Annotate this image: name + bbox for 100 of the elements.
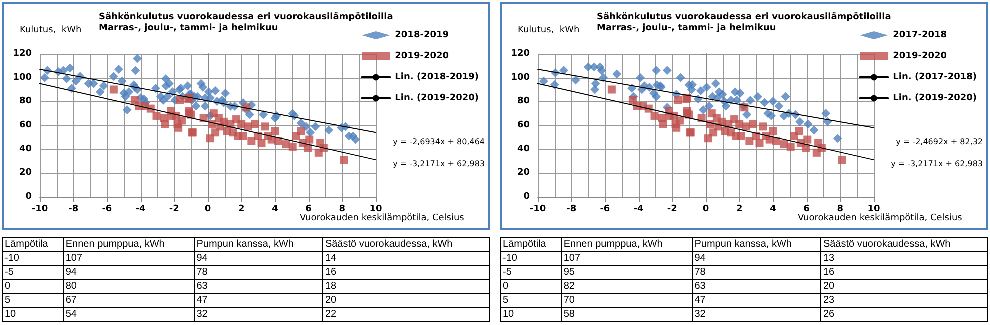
- x-tick-label: 2: [238, 204, 245, 214]
- x-tick-label: 8: [339, 204, 346, 214]
- y-tick-label: 60: [19, 120, 32, 130]
- y-tick-label: 0: [500, 280, 562, 294]
- data-label: 54: [63, 308, 194, 322]
- y-axis-title: Lämpötila: [2, 238, 64, 252]
- x-tick-label: 2: [736, 204, 743, 214]
- x-axis-title: Vuorokauden keskilämpötila, Celsius: [798, 214, 963, 224]
- data-label: 107: [561, 252, 692, 266]
- x-tick-label: 6: [306, 204, 312, 214]
- x-tick-label: -10: [530, 204, 546, 214]
- text: y = -2,6934x + 80,464: [393, 138, 486, 146]
- y-tick-label: 40: [19, 144, 32, 154]
- y-tick-label: 20: [19, 168, 32, 178]
- x-tick-label: 10: [370, 204, 382, 214]
- x-tick-label: -6: [102, 204, 112, 214]
- data-label: 95: [561, 266, 692, 280]
- data-label: 58: [561, 308, 692, 322]
- x-tick-label: -4: [136, 204, 146, 214]
- x-tick-label: -4: [634, 204, 644, 214]
- legend-label: Lin. (2018-2019): [395, 72, 480, 82]
- x-tick-label: Ennen pumppua, kWh: [63, 238, 194, 252]
- chart-title: Sähkönkulutus vuorokaudessa eri vuorokausilämpötiloilla: [597, 12, 892, 22]
- y-tick-label: 5: [500, 294, 562, 308]
- data-label: 14: [322, 252, 490, 266]
- x-tick-label: 10: [868, 204, 880, 214]
- data-label: 47: [692, 294, 821, 308]
- data-label: 13: [820, 252, 988, 266]
- x-tick-label: 4: [272, 204, 278, 214]
- y-tick-label: 100: [511, 72, 530, 83]
- y-tick-label: 120: [13, 49, 32, 59]
- x-tick-label: Pumpun kanssa, kWh: [692, 238, 821, 252]
- data-label: 70: [561, 294, 692, 308]
- y-tick-label: -10: [500, 252, 562, 266]
- data-label: 47: [194, 294, 323, 308]
- data-label: 78: [692, 266, 821, 280]
- x-tick-label: 0: [702, 204, 710, 214]
- chart-subtitle: Marras-, joulu-, tammi- ja helmikuu: [597, 24, 776, 34]
- data-label: 22: [322, 308, 490, 322]
- text: y = -3,2171x + 62,983: [393, 160, 486, 168]
- x-tick-label: -8: [68, 204, 79, 214]
- text: y = -2,4692x + 82,32: [896, 138, 983, 146]
- x-tick-label: -2: [667, 204, 678, 214]
- text: y = -3,2171x + 62,983: [891, 160, 984, 168]
- y-tick-label: -10: [2, 252, 64, 266]
- chart-title: Sähkönkulutus vuorokaudessa eri vuorokausilämpötiloilla: [99, 12, 394, 22]
- y-tick-label: 100: [13, 72, 32, 83]
- x-tick-label: 6: [804, 204, 810, 214]
- x-tick-label: 8: [837, 204, 844, 214]
- data-label: 32: [692, 308, 821, 322]
- x-axis-title: Vuorokauden keskilämpötila, Celsius: [300, 214, 465, 224]
- legend-label: Lin. (2017-2018): [893, 72, 978, 82]
- legend-label: 2019-2020: [395, 52, 450, 62]
- y-axis-title: Kulutus, kWh: [518, 26, 580, 36]
- data-label: 80: [63, 280, 194, 294]
- data-label: 23: [820, 294, 988, 308]
- data-label: 16: [820, 266, 988, 280]
- y-tick-label: 5: [2, 294, 64, 308]
- x-tick-label: -6: [600, 204, 610, 214]
- y-axis-title: Lämpötila: [500, 238, 562, 252]
- data-label: 82: [561, 280, 692, 294]
- legend-label: 2017-2018: [893, 30, 948, 40]
- y-tick-label: 10: [500, 308, 562, 322]
- y-tick-label: 0: [26, 192, 32, 202]
- data-label: 18: [322, 280, 490, 294]
- legend-label: 2018-2019: [395, 30, 450, 40]
- legend-label: Lin. (2019-2020): [395, 94, 480, 104]
- y-axis-title: Kulutus, kWh: [20, 26, 82, 36]
- y-tick-label: -5: [2, 266, 64, 280]
- y-tick-label: 0: [2, 280, 64, 294]
- data-label: 32: [194, 308, 323, 322]
- x-tick-label: -8: [566, 204, 577, 214]
- data-label: 67: [63, 294, 194, 308]
- data-label: 16: [322, 266, 490, 280]
- data-label: 63: [692, 280, 821, 294]
- legend-label: 2019-2020: [893, 52, 948, 62]
- y-tick-label: 10: [2, 308, 64, 322]
- chart-subtitle: Marras-, joulu-, tammi- ja helmikuu: [99, 24, 278, 34]
- data-label: 94: [194, 252, 323, 266]
- x-tick-label: -10: [32, 204, 48, 214]
- data-label: 63: [194, 280, 323, 294]
- data-label: 26: [820, 308, 988, 322]
- data-label: 107: [63, 252, 194, 266]
- x-tick-label: Ennen pumppua, kWh: [561, 238, 692, 252]
- legend-label: Lin. (2019-2020): [893, 94, 978, 104]
- data-label: 94: [692, 252, 821, 266]
- x-tick-label: -2: [169, 204, 180, 214]
- y-tick-label: 20: [517, 168, 530, 178]
- y-tick-label: 40: [517, 144, 530, 154]
- x-tick-label: Pumpun kanssa, kWh: [194, 238, 323, 252]
- data-label: 94: [63, 266, 194, 280]
- y-tick-label: 80: [517, 96, 530, 107]
- y-tick-label: -5: [500, 266, 562, 280]
- x-tick-label: 4: [770, 204, 776, 214]
- y-tick-label: 60: [517, 120, 530, 130]
- x-tick-label: Säästö vuorokaudessa, kWh: [820, 238, 988, 252]
- y-tick-label: 0: [524, 192, 530, 202]
- data-label: 20: [820, 280, 988, 294]
- y-tick-label: 120: [511, 49, 530, 59]
- x-tick-label: Säästö vuorokaudessa, kWh: [322, 238, 490, 252]
